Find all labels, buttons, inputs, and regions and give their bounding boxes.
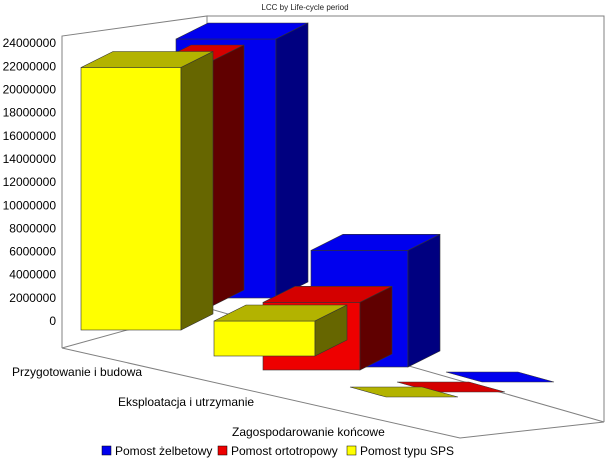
legend-label-zelbetowy: Pomost żelbetowy: [115, 444, 212, 458]
category-label-1: Eksploatacja i utrzymanie: [118, 395, 254, 409]
bar-side: [180, 51, 214, 331]
legend-item-sps: Pomost typu SPS: [346, 444, 454, 458]
category-label-2: Zagospodarowanie końcowe: [232, 425, 385, 439]
y-axis-ticks: 0 2000000 4000000 6000000 8000000 10000000 120…: [3, 36, 57, 328]
bar-side: [275, 22, 309, 299]
bar-front: [80, 67, 182, 331]
bar-series: [80, 22, 555, 398]
legend-item-zelbetowy: Pomost żelbetowy: [101, 444, 212, 458]
legend-label-ortotropowy: Pomost ortotropowy: [231, 444, 338, 458]
y-tick-label: 12000000: [3, 175, 57, 189]
bar-pomost-typu-sps-przygotowanie-i-budowa: [80, 51, 214, 331]
legend: Pomost żelbetowy Pomost ortotropowy Pomo…: [101, 444, 454, 458]
legend-swatch-sps: [346, 445, 357, 456]
bar-top: [445, 371, 555, 383]
y-tick-label: 16000000: [3, 129, 57, 143]
y-tick-label: 10000000: [3, 198, 57, 212]
bar-side: [211, 44, 245, 307]
y-tick-label: 4000000: [9, 268, 56, 282]
legend-item-ortotropowy: Pomost ortotropowy: [217, 444, 338, 458]
category-labels: Przygotowanie i budowa Eksploatacja i utr…: [12, 365, 385, 439]
back-wall: [207, 15, 605, 422]
bar-side: [314, 304, 348, 357]
bar-pomost-zelbetowy-zagospodarowanie-koncowe: [445, 371, 555, 383]
bar-side: [359, 285, 393, 371]
y-tick-label: 18000000: [3, 106, 57, 120]
bar-pomost-typu-sps-eksploatacja-i-utrzymanie: [213, 304, 348, 357]
legend-swatch-ortotropowy: [217, 445, 228, 456]
chart-title: LCC by Life-cycle period: [261, 3, 348, 12]
y-tick-label: 20000000: [3, 83, 57, 97]
legend-label-sps: Pomost typu SPS: [360, 444, 454, 458]
category-label-0: Przygotowanie i budowa: [12, 365, 142, 379]
legend-swatch-zelbetowy: [101, 445, 112, 456]
y-tick-label: 14000000: [3, 152, 57, 166]
bar-front: [213, 320, 316, 357]
y-tick-label: 24000000: [3, 36, 57, 50]
y-tick-label: 8000000: [9, 221, 56, 235]
bar-side: [407, 233, 441, 368]
y-tick-label: 2000000: [9, 291, 56, 305]
y-tick-label: 6000000: [9, 245, 56, 259]
y-tick-label: 0: [49, 314, 56, 328]
bar-pomost-typu-sps-zagospodarowanie-koncowe: [349, 386, 459, 398]
bar-top: [349, 386, 459, 398]
y-tick-label: 22000000: [3, 59, 57, 73]
